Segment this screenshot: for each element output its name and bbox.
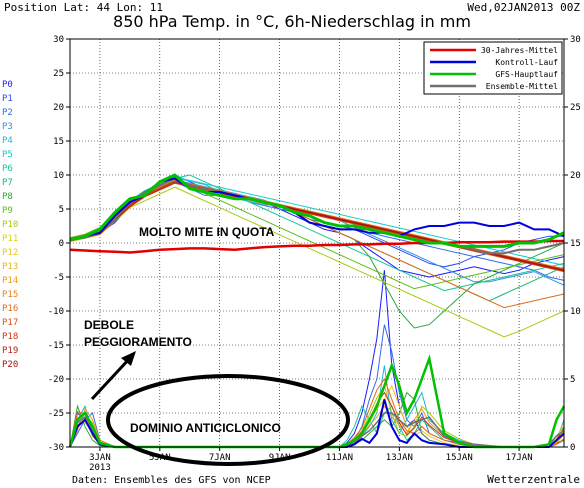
y-left-tick-label-12: 30 [53, 35, 64, 45]
footer-source: Daten: Ensembles des GFS von NCEP [72, 475, 271, 486]
y-left-tick-label-0: -30 [48, 443, 64, 453]
member-label-list: P0 P1 P2 P3 P4 P5 P6 P7 P8 P9 P10 P11 P12 P13 P14 P15 P1… [2, 80, 18, 370]
member-label-16: P16 [2, 304, 18, 314]
member-label-9: P9 [2, 206, 13, 216]
temp-member-2 [69, 181, 565, 281]
member-label-17: P17 [2, 318, 18, 328]
member-label-4: P4 [2, 136, 13, 146]
member-label-1: P1 [2, 94, 13, 104]
x-tick-label-4: 11JAN [326, 453, 353, 463]
member-label-13: P13 [2, 262, 18, 272]
precip-member-9 [69, 391, 565, 448]
annotation-ellipse [106, 374, 350, 466]
y-left-tick-label-5: -5 [53, 273, 64, 283]
member-label-12: P12 [2, 248, 18, 258]
member-label-14: P14 [2, 276, 18, 286]
member-label-0: P0 [2, 80, 13, 90]
y-axis-left: -30 -25 -20 -15 -10 -5 0 5 10 15 20 25 30 [48, 35, 70, 453]
x-tick-label-2: 7JAN [209, 453, 231, 463]
y-left-tick-label-6: 0 [59, 239, 64, 249]
member-label-6: P6 [2, 164, 13, 174]
member-label-11: P11 [2, 234, 18, 244]
y-left-tick-label-11: 25 [53, 69, 64, 79]
y-left-tick-label-8: 10 [53, 171, 64, 181]
y-left-tick-label-1: -25 [48, 409, 64, 419]
y-right-tick-label-6: 30 [570, 35, 581, 45]
legend-label-2: GFS-Hauptlauf [495, 70, 558, 79]
temp-member-10 [69, 186, 565, 338]
x-tick-label-7: 17JAN [506, 453, 533, 463]
y-right-tick-label-4: 20 [570, 171, 581, 181]
x-tick-label-6: 15JAN [446, 453, 473, 463]
y-left-tick-label-4: -10 [48, 307, 64, 317]
y-left-tick-label-10: 20 [53, 103, 64, 113]
run-date: Wed,02JAN2013 00Z [467, 1, 580, 14]
y-left-tick-label-7: 5 [59, 205, 64, 215]
precip-member-5 [69, 384, 565, 448]
member-label-7: P7 [2, 178, 13, 188]
member-label-3: P3 [2, 122, 13, 132]
annotation-worsening-line1: DEBOLE [84, 318, 134, 332]
y-right-tick-label-2: 10 [570, 307, 581, 317]
precip-member-6 [69, 384, 565, 448]
y-right-tick-label-3: 15 [570, 239, 581, 249]
y-right-tick-label-1: 5 [570, 375, 575, 385]
y-left-tick-label-9: 15 [53, 137, 64, 147]
x-tick-sublabel-0: 2013 [89, 463, 111, 473]
member-label-19: P19 [2, 346, 18, 356]
temp-member-17 [69, 182, 565, 273]
x-tick-label-5: 13JAN [386, 453, 413, 463]
position-label: Position Lat: 44 Lon: 11 [4, 1, 163, 14]
temp-climate-mean [69, 239, 564, 254]
member-label-15: P15 [2, 290, 18, 300]
y-left-tick-label-2: -20 [48, 375, 64, 385]
annotation-worsening-line2: PEGGIORAMENTO [84, 335, 192, 349]
legend-label-0: 30-Jahres-Mittel [481, 46, 558, 55]
y-left-tick-label-3: -15 [48, 341, 64, 351]
annotation-anticyclone: DOMINIO ANTICICLONICO [130, 421, 281, 435]
member-label-18: P18 [2, 332, 18, 342]
member-label-20: P20 [2, 360, 18, 370]
member-label-2: P2 [2, 108, 13, 118]
legend-label-3: Ensemble-Mittel [486, 82, 558, 91]
member-label-8: P8 [2, 192, 13, 202]
temperature-lines [69, 173, 565, 338]
y-right-tick-label-0: 0 [570, 443, 575, 453]
annotation-warm: MOLTO MITE IN QUOTA [139, 225, 275, 239]
annotation-arrow [90, 351, 136, 401]
y-right-tick-label-5: 25 [570, 103, 581, 113]
precip-member-4 [69, 391, 565, 448]
legend: 30-Jahres-Mittel Kontroll-Lauf GFS-Hauptla… [423, 41, 563, 95]
y-axis-right: 0 5 10 15 20 25 30 [564, 35, 581, 453]
x-tick-label-0: 3JAN [89, 453, 111, 463]
member-label-5: P5 [2, 150, 13, 160]
legend-label-1: Kontroll-Lauf [495, 58, 558, 67]
temp-main-run [69, 173, 565, 248]
footer-brand: Wetterzentrale [487, 473, 580, 486]
member-label-10: P10 [2, 220, 18, 230]
chart-title: 850 hPa Temp. in °C, 6h-Niederschlag in … [113, 12, 471, 31]
